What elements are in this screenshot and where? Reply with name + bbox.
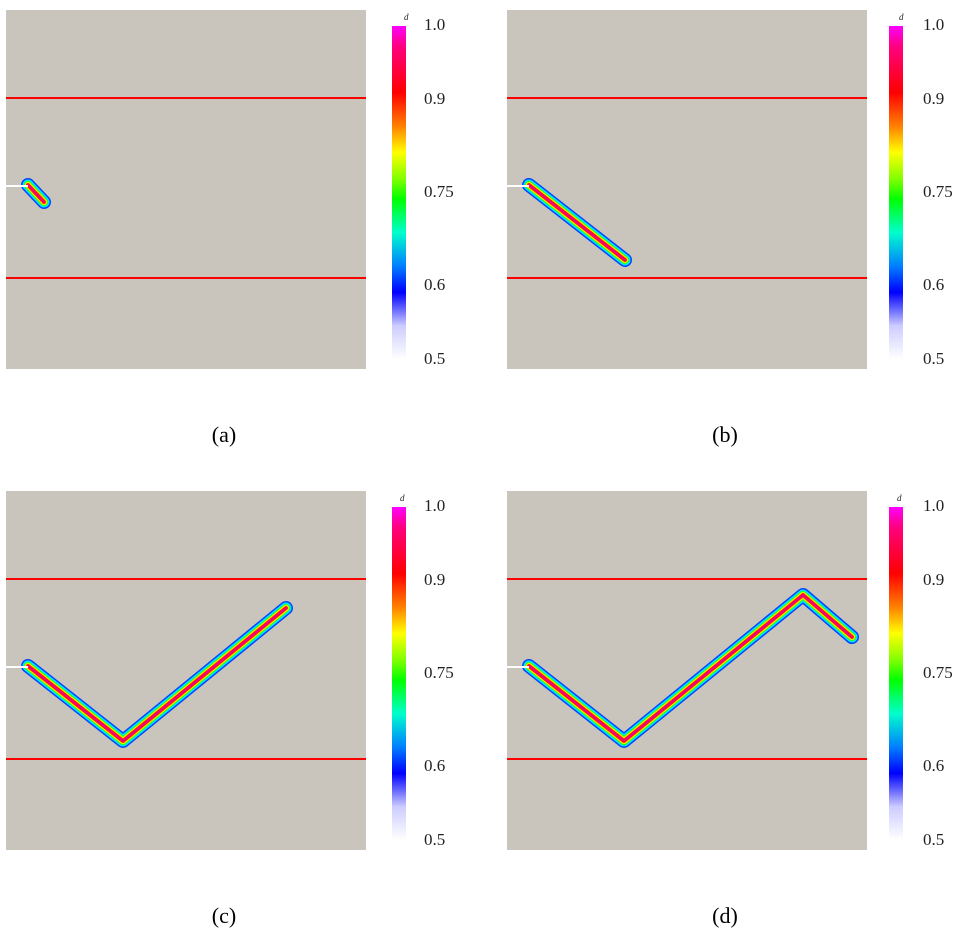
panel-c: d 1.0 0.9 0.75 0.6 0.5 (c) (6, 491, 476, 928)
colorbar-b: d 1.0 0.9 0.75 0.6 0.5 (889, 12, 953, 368)
svg-text:1.0: 1.0 (923, 15, 944, 34)
svg-text:0.5: 0.5 (923, 830, 944, 849)
svg-text:0.9: 0.9 (923, 89, 944, 108)
svg-text:d: d (404, 12, 409, 22)
panel-c-plot: d 1.0 0.9 0.75 0.6 0.5 (6, 491, 454, 850)
svg-text:0.9: 0.9 (424, 570, 445, 589)
panel-d-plot: d 1.0 0.9 0.75 0.6 0.5 (507, 491, 953, 850)
svg-text:d: d (400, 493, 405, 503)
svg-text:0.6: 0.6 (424, 275, 445, 294)
svg-text:1.0: 1.0 (923, 496, 944, 515)
caption-d: (d) (712, 903, 738, 928)
svg-text:0.75: 0.75 (923, 663, 953, 682)
colorbar-a: d 1.0 0.9 0.75 0.6 0.5 (392, 12, 454, 368)
colorbar-c: d 1.0 0.9 0.75 0.6 0.5 (392, 493, 454, 849)
svg-text:d: d (899, 12, 904, 22)
caption-a: (a) (211, 422, 237, 447)
svg-text:0.5: 0.5 (424, 830, 445, 849)
panel-b-plot: d 1.0 0.9 0.75 0.6 0.5 (507, 10, 953, 369)
domain-d (507, 491, 867, 850)
panel-b: d 1.0 0.9 0.75 0.6 0.5 (b) (507, 10, 968, 447)
svg-text:0.6: 0.6 (923, 756, 944, 775)
panel-a-plot: d 1.0 0.9 0.75 0.6 0.5 (6, 10, 454, 369)
panel-d: d 1.0 0.9 0.75 0.6 0.5 (d) (507, 491, 968, 928)
panel-a: d 1.0 0.9 0.75 0.6 0.5 (a) (6, 10, 476, 447)
crack-d (522, 588, 859, 748)
domain-c (6, 491, 366, 850)
svg-text:1.0: 1.0 (424, 496, 445, 515)
domain-b (507, 10, 867, 369)
svg-text:d: d (897, 493, 902, 503)
caption-b: (b) (712, 422, 738, 447)
svg-text:0.6: 0.6 (923, 275, 944, 294)
svg-text:1.0: 1.0 (424, 15, 445, 34)
svg-text:0.75: 0.75 (923, 182, 953, 201)
crack-b (522, 178, 632, 267)
svg-text:0.5: 0.5 (923, 349, 944, 368)
crack-c (21, 601, 293, 748)
domain-a (6, 10, 366, 369)
svg-text:0.75: 0.75 (424, 182, 454, 201)
svg-text:0.9: 0.9 (424, 89, 445, 108)
svg-text:0.9: 0.9 (923, 570, 944, 589)
svg-text:0.6: 0.6 (424, 756, 445, 775)
svg-text:0.75: 0.75 (424, 663, 454, 682)
crack-a (21, 178, 51, 209)
caption-c: (c) (211, 903, 237, 928)
colorbar-d: d 1.0 0.9 0.75 0.6 0.5 (889, 493, 953, 849)
svg-text:0.5: 0.5 (424, 349, 445, 368)
